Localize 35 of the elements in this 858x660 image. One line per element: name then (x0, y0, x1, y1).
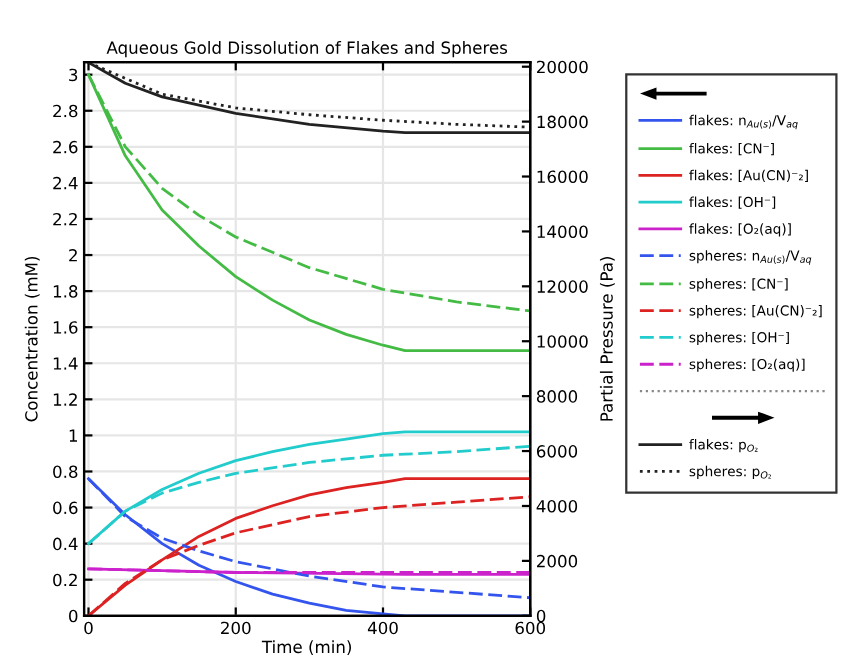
y2-tick-label: 0 (536, 609, 546, 623)
y2-tick-label: 10000 (537, 335, 588, 348)
y2-tick-label: 20000 (537, 60, 588, 74)
x-tick-label: 0 (84, 621, 93, 635)
y-tick-label: 2.8 (53, 104, 78, 118)
chart-title: Aqueous Gold Dissolution of Flakes and Spheres (106, 41, 508, 58)
y2-tick-label: 14000 (537, 225, 588, 238)
y-tick-label: 2.6 (53, 140, 78, 154)
y-tick-label: 0.2 (53, 573, 77, 587)
y-tick-label: 1 (69, 429, 77, 442)
y-tick-label: 0.4 (53, 537, 78, 551)
x-axis-title: Time (min) (261, 640, 351, 656)
y-tick-label: 2.2 (53, 212, 77, 226)
x-tick-label: 200 (221, 621, 251, 635)
y2-axis-title: Partial Pressure (Pa) (599, 257, 615, 421)
y2-tick-label: 8000 (536, 390, 578, 403)
y-tick-label: 0 (69, 609, 78, 623)
y2-tick-label: 12000 (537, 280, 588, 293)
y2-tick-label: 4000 (536, 499, 578, 513)
y2-tick-label: 18000 (537, 115, 588, 129)
x-tick-label: 400 (367, 621, 398, 635)
y2-tick-label: 2000 (537, 554, 578, 568)
y-tick-label: 1.4 (53, 357, 78, 370)
y-tick-label: 0.8 (53, 465, 78, 479)
x-tick-label: 600 (515, 621, 546, 635)
y-tick-label: 2 (69, 249, 77, 262)
y-axis-title: Concentration (mM) (24, 256, 40, 422)
y-tick-label: 3 (69, 68, 78, 82)
y-tick-label: 1.8 (53, 285, 78, 298)
y-tick-label: 1.6 (53, 321, 78, 334)
y2-tick-label: 16000 (537, 170, 588, 184)
y-tick-label: 2.4 (53, 176, 78, 190)
y-tick-label: 0.6 (53, 501, 78, 515)
y-tick-label: 1.2 (53, 393, 77, 406)
y2-tick-label: 6000 (536, 445, 578, 458)
